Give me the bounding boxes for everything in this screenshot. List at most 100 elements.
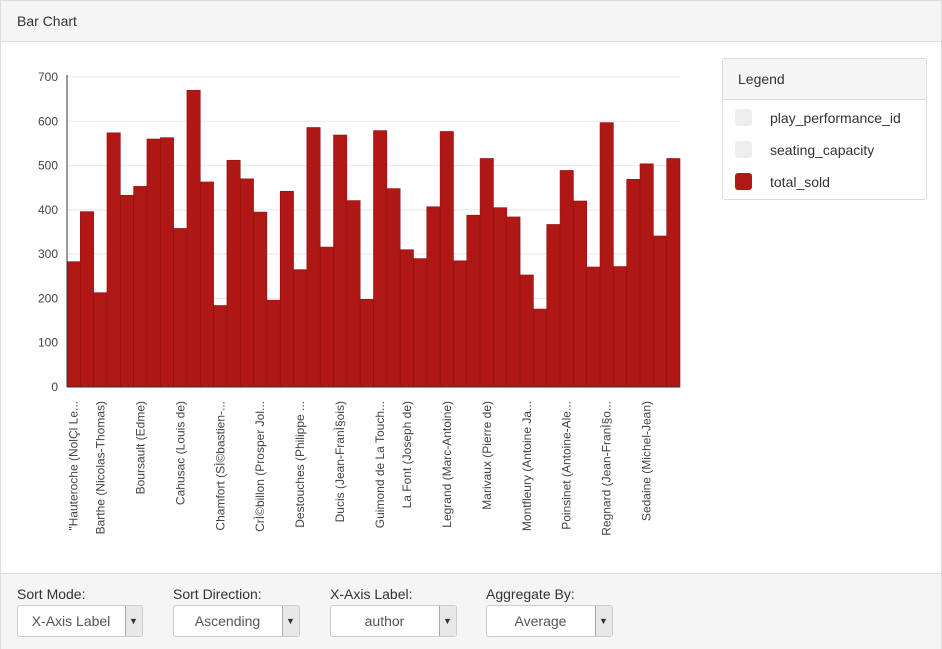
bar[interactable] bbox=[599, 122, 614, 388]
bar[interactable] bbox=[319, 246, 334, 388]
bar[interactable] bbox=[413, 258, 428, 388]
x-tick-label: Barthe (Nicolas-Thomas) bbox=[93, 401, 107, 534]
sort-direction-select[interactable]: Ascending ▼ bbox=[173, 605, 300, 637]
chevron-down-icon[interactable]: ▼ bbox=[282, 606, 299, 636]
legend-swatch bbox=[735, 173, 752, 190]
bar[interactable] bbox=[293, 269, 308, 388]
x-tick-label: Boursault (Edme) bbox=[133, 401, 147, 494]
x-tick-label: Montfleury (Antoine Ja... bbox=[520, 401, 534, 531]
bar[interactable] bbox=[66, 261, 81, 388]
legend-item-play-performance-id[interactable]: play_performance_id bbox=[735, 108, 920, 128]
legend-label: total_sold bbox=[770, 174, 830, 190]
x-tick-label: La Font (Joseph de) bbox=[400, 401, 414, 508]
bar[interactable] bbox=[80, 211, 94, 388]
bar[interactable] bbox=[133, 186, 148, 388]
bar[interactable] bbox=[626, 179, 641, 388]
legend-item-total-sold[interactable]: total_sold bbox=[735, 172, 920, 192]
x-tick-label: Cahusac (Louis de) bbox=[173, 401, 187, 505]
x-axis-label-label: X-Axis Label: bbox=[330, 586, 413, 602]
bar[interactable] bbox=[573, 200, 588, 388]
legend-swatch bbox=[735, 109, 752, 126]
bar[interactable] bbox=[239, 178, 254, 388]
x-tick-labels: "Hauteroche (NolÇl Le... Barthe (Nicolas-… bbox=[67, 401, 654, 536]
bar[interactable] bbox=[146, 138, 161, 388]
x-tick-label: CrÌ©billon (Prosper Jol... bbox=[252, 401, 267, 532]
chart-area: 0 100 200 300 400 500 600 700 "Hauteroche (NolÇ… bbox=[1, 42, 941, 572]
x-axis-label-select[interactable]: author ▼ bbox=[330, 605, 457, 637]
bar[interactable] bbox=[173, 228, 188, 388]
bar[interactable] bbox=[159, 137, 174, 388]
x-tick-label: Guimond de La Touch... bbox=[373, 401, 387, 528]
x-tick-label: Regnard (Jean-FranÌ§o... bbox=[599, 401, 614, 536]
bar[interactable] bbox=[613, 266, 627, 388]
bar[interactable] bbox=[466, 214, 481, 388]
panel-header: Bar Chart bbox=[1, 1, 941, 42]
sort-mode-label: Sort Mode: bbox=[17, 586, 86, 602]
bar[interactable] bbox=[479, 158, 494, 388]
sort-mode-value: X-Axis Label bbox=[31, 613, 111, 629]
bar[interactable] bbox=[533, 308, 548, 388]
x-tick-label: Legrand (Marc-Antoine) bbox=[440, 401, 454, 528]
bar[interactable] bbox=[279, 190, 294, 388]
y-tick-label: 700 bbox=[38, 70, 58, 84]
sort-direction-value: Ascending bbox=[194, 613, 261, 629]
y-tick-labels: 0 100 200 300 400 500 600 700 bbox=[38, 70, 58, 394]
legend-label: play_performance_id bbox=[770, 110, 901, 126]
x-tick-label: Chamfort (SÌ©bastien-... bbox=[212, 401, 227, 531]
bar[interactable] bbox=[453, 260, 468, 388]
bar[interactable] bbox=[426, 206, 441, 388]
panel-title: Bar Chart bbox=[17, 13, 77, 29]
bar[interactable] bbox=[93, 292, 108, 388]
bar[interactable] bbox=[346, 200, 361, 388]
bar[interactable] bbox=[186, 89, 201, 388]
bar[interactable] bbox=[586, 266, 601, 388]
bar[interactable] bbox=[439, 131, 454, 388]
bar[interactable] bbox=[359, 299, 374, 388]
y-tick-label: 600 bbox=[38, 114, 58, 128]
aggregate-by-value: Average bbox=[514, 613, 567, 629]
bar[interactable] bbox=[666, 158, 681, 388]
bar[interactable] bbox=[559, 170, 574, 388]
bar[interactable] bbox=[653, 235, 667, 388]
aggregate-by-select[interactable]: Average ▼ bbox=[486, 605, 613, 637]
bar-chart: 0 100 200 300 400 500 600 700 "Hauteroche (NolÇ… bbox=[38, 70, 681, 536]
bar[interactable] bbox=[519, 274, 534, 388]
x-tick-label: Sedaine (Michel-Jean) bbox=[640, 401, 654, 521]
bar[interactable] bbox=[639, 163, 654, 388]
bar[interactable] bbox=[120, 194, 134, 388]
y-tick-label: 100 bbox=[38, 336, 58, 350]
x-tick-label: Destouches (Philippe ... bbox=[293, 401, 307, 528]
bar[interactable] bbox=[386, 188, 401, 388]
bar[interactable] bbox=[493, 207, 508, 388]
chevron-down-icon[interactable]: ▼ bbox=[439, 606, 456, 636]
y-tick-label: 500 bbox=[38, 159, 58, 173]
bar[interactable] bbox=[546, 224, 561, 388]
bar[interactable] bbox=[333, 134, 348, 388]
bar[interactable] bbox=[306, 127, 321, 388]
aggregate-by-label: Aggregate By: bbox=[486, 586, 575, 602]
legend-label: seating_capacity bbox=[770, 142, 875, 158]
bar[interactable] bbox=[106, 132, 121, 388]
x-tick-label: Ducis (Jean-FranÌ§ois) bbox=[332, 401, 347, 522]
legend-item-seating-capacity[interactable]: seating_capacity bbox=[735, 140, 920, 160]
bar[interactable] bbox=[253, 211, 268, 388]
sort-direction-label: Sort Direction: bbox=[173, 586, 262, 602]
x-axis-label-value: author bbox=[364, 613, 405, 629]
y-tick-label: 400 bbox=[38, 203, 58, 217]
bar[interactable] bbox=[226, 159, 241, 388]
chevron-down-icon[interactable]: ▼ bbox=[595, 606, 612, 636]
chevron-down-icon[interactable]: ▼ bbox=[125, 606, 142, 636]
legend-title: Legend bbox=[738, 71, 785, 87]
y-tick-label: 200 bbox=[38, 291, 58, 305]
bar[interactable] bbox=[199, 181, 214, 388]
bar[interactable] bbox=[266, 299, 281, 388]
x-tick-label: "Hauteroche (NolÇl Le... bbox=[67, 401, 81, 531]
bar[interactable] bbox=[373, 130, 388, 388]
bar[interactable] bbox=[213, 305, 228, 388]
y-tick-label: 0 bbox=[51, 380, 58, 394]
bar[interactable] bbox=[506, 216, 521, 388]
y-tick-label: 300 bbox=[38, 247, 58, 261]
bar[interactable] bbox=[399, 249, 414, 388]
legend-header: Legend bbox=[723, 59, 926, 100]
sort-mode-select[interactable]: X-Axis Label ▼ bbox=[17, 605, 143, 637]
